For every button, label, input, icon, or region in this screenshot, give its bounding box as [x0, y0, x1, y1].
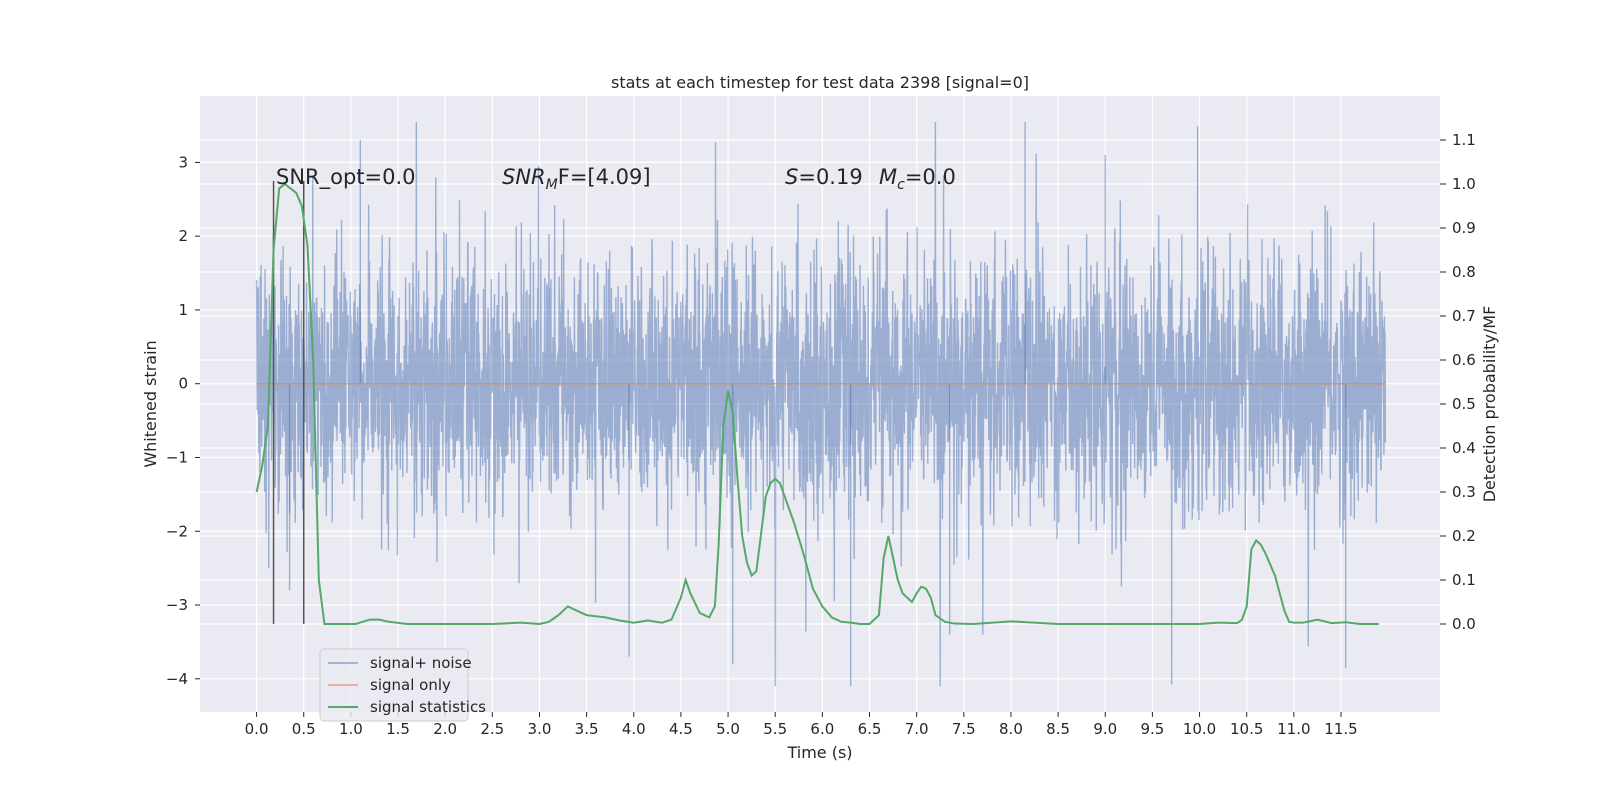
x-tick-label: 4.0	[622, 720, 646, 738]
annotation-mc-tail: =0.0	[905, 165, 956, 189]
y-tick-label: 3	[178, 153, 188, 171]
annotation-mc-sub: c	[897, 177, 905, 193]
y-tick-label: 1	[178, 301, 188, 319]
y-tick-label: −1	[166, 448, 188, 466]
x-tick-label: 0.5	[292, 720, 316, 738]
x-tick-label: 5.5	[763, 720, 787, 738]
y-tick-label: 2	[178, 227, 188, 245]
x-tick-label: 8.5	[1046, 720, 1070, 738]
legend-label-signal-only: signal only	[370, 676, 451, 694]
annotation-snr-mf-tail: F=[4.09]	[558, 165, 651, 189]
x-tick-label: 2.0	[433, 720, 457, 738]
signal-statistics-series	[255, 182, 1379, 626]
x-tick-label: 7.5	[952, 720, 976, 738]
y2-tick-label: 0.3	[1452, 483, 1476, 501]
y2-tick-label: 0.4	[1452, 439, 1476, 457]
x-tick-label: 4.5	[669, 720, 693, 738]
signal-noise-line	[255, 121, 1387, 687]
x-tick-label: 1.5	[386, 720, 410, 738]
y2-tick-label: 0.1	[1452, 571, 1476, 589]
y2-axis-ticks: 0.0 0.1 0.2 0.3 0.4 0.5 0.6 0.7 0.8 0.9 1.0 1.1	[1440, 131, 1476, 633]
x-axis-ticks: 0.0 0.5 1.0 1.5 2.0 2.5 3.0 3.5 4.0 4.5 5.0 5.5 6.0 6…	[245, 712, 1358, 738]
x-axis-label: Time (s)	[786, 743, 852, 762]
legend-label-signal-noise: signal+ noise	[370, 654, 472, 672]
signal-noise-series	[255, 121, 1387, 687]
annotation-s-main: S	[785, 165, 798, 189]
y2-tick-label: 0.9	[1452, 219, 1476, 237]
y-axis-label: Whitened strain	[141, 340, 160, 467]
y2-tick-label: 1.1	[1452, 131, 1476, 149]
y2-tick-label: 0.2	[1452, 527, 1476, 545]
x-tick-label: 6.0	[810, 720, 834, 738]
legend-box	[319, 648, 469, 722]
x-tick-label: 2.5	[480, 720, 504, 738]
y-axis-ticks: −4 −3 −2 −1 0 1 2 3	[166, 153, 200, 688]
y2-tick-label: 0.5	[1452, 395, 1476, 413]
annotation-mc-main: M	[879, 165, 897, 189]
y-tick-label: −4	[166, 670, 188, 688]
x-tick-label: 3.5	[575, 720, 599, 738]
x-tick-label: 9.5	[1140, 720, 1164, 738]
y2-tick-label: 0.6	[1452, 351, 1476, 369]
x-tick-label: 9.0	[1093, 720, 1117, 738]
x-tick-label: 5.0	[716, 720, 740, 738]
y2-axis-label: Detection probability/MF	[1480, 306, 1499, 503]
annotation-snr-opt: SNR_opt=0.0	[276, 165, 416, 190]
annotation-s-tail: =0.19	[798, 165, 862, 189]
x-tick-label: 1.0	[339, 720, 363, 738]
x-tick-label: 10.5	[1230, 720, 1263, 738]
y2-tick-label: 0.7	[1452, 307, 1476, 325]
legend: signal+ noise signal only signal statist…	[319, 648, 486, 722]
annotation-snr-mf: SNRMF=[4.09]	[502, 165, 651, 193]
y-tick-label: −2	[166, 522, 188, 540]
x-tick-label: 11.0	[1277, 720, 1310, 738]
y-tick-label: 0	[178, 375, 188, 393]
y2-tick-label: 1.0	[1452, 175, 1476, 193]
chart-title: stats at each timestep for test data 239…	[611, 73, 1029, 92]
x-tick-label: 3.0	[528, 720, 552, 738]
x-tick-label: 0.0	[245, 720, 269, 738]
annotation-s: S=0.19	[785, 165, 863, 189]
annotation-mc: Mc=0.0	[879, 165, 956, 193]
x-tick-label: 8.0	[999, 720, 1023, 738]
y-tick-label: −3	[166, 596, 188, 614]
x-tick-label: 10.0	[1183, 720, 1216, 738]
x-tick-label: 7.0	[905, 720, 929, 738]
y2-tick-label: 0.8	[1452, 263, 1476, 281]
annotation-snr-mf-main: SNR	[502, 165, 546, 189]
y2-tick-label: 0.0	[1452, 615, 1476, 633]
x-tick-label: 6.5	[858, 720, 882, 738]
x-tick-label: 11.5	[1324, 720, 1357, 738]
annotation-snr-mf-sub: M	[546, 177, 558, 193]
legend-label-signal-statistics: signal statistics	[370, 698, 486, 716]
